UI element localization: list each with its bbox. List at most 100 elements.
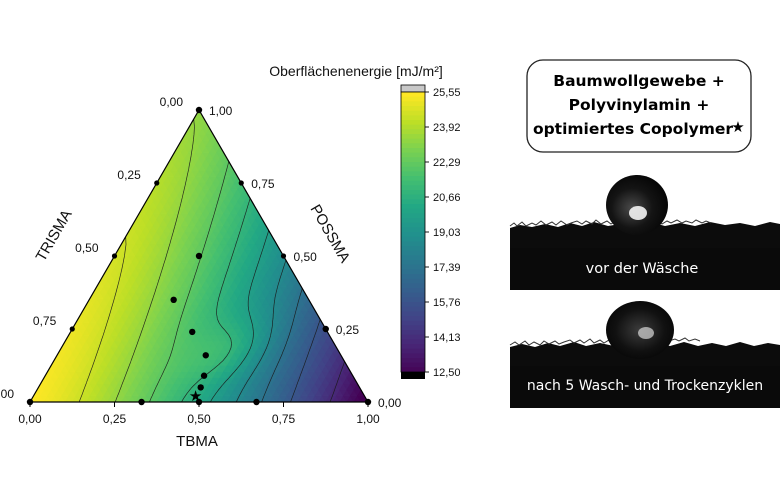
design-point (170, 296, 177, 303)
tick-label-tbma: 0,50 (187, 412, 211, 426)
colorbar-segment (401, 339, 425, 345)
photo-caption-before: vor der Wäsche (586, 261, 699, 277)
colorbar-over (400, 84, 426, 93)
ternary-chart: 0,00 0,25 0,50 0,75 1,00 1,00 0,75 0,50 0,25 0,00… (0, 63, 461, 450)
colorbar-segment (401, 208, 425, 214)
colorbar-segment (401, 157, 425, 163)
colorbar-segment (401, 115, 425, 121)
colorbar-tick-label: 17,39 (433, 262, 461, 274)
photo-before-wash: vor der Wäsche (509, 172, 780, 290)
tick-label-trisma: 1,00 (0, 387, 14, 401)
colorbar-segment (401, 241, 425, 247)
contour-lines (78, 119, 345, 402)
colorbar-segment (401, 250, 425, 256)
colorbar-tick-label: 19,03 (433, 227, 461, 239)
colorbar-segment (401, 227, 425, 233)
callout-line-1: Baumwollgewebe + (553, 72, 724, 90)
colorbar-segment (401, 194, 425, 200)
design-point (202, 352, 209, 359)
colorbar-segment (401, 213, 425, 219)
photo-after-wash: nach 5 Wasch- und Trockenzyklen (509, 301, 780, 408)
colorbar-segment (401, 176, 425, 182)
photo-panel: Baumwollgewebe + Polyvinylamin + optimie… (509, 59, 780, 408)
colorbar-segment (401, 269, 425, 275)
tick-mark-possma (238, 180, 244, 186)
tick-mark-trisma (154, 180, 160, 186)
design-point (197, 384, 204, 391)
tick-label-trisma: 0,25 (117, 168, 141, 182)
design-point (195, 398, 203, 406)
tick-label-trisma: 0,50 (75, 241, 99, 255)
colorbar-tick-label: 15,76 (433, 297, 461, 309)
tick-label-trisma: 0,75 (33, 314, 57, 328)
colorbar-segment (401, 358, 425, 364)
tick-label-tbma: 0,00 (18, 412, 42, 426)
design-points: ★ (26, 106, 372, 406)
tick-mark-trisma (69, 326, 75, 332)
photo-caption-after: nach 5 Wasch- und Trockenzyklen (527, 378, 763, 394)
colorbar-segment (401, 255, 425, 261)
colorbar-segment (401, 325, 425, 331)
colorbar-segment (401, 96, 425, 102)
tick-label-possma: 0,75 (251, 177, 275, 191)
contour-field (30, 110, 368, 402)
colorbar-segment (401, 180, 425, 186)
colorbar-segment (401, 110, 425, 116)
colorbar-segment (401, 92, 425, 98)
tick-label-tbma: 0,25 (103, 412, 127, 426)
colorbar-segment (401, 311, 425, 317)
colorbar-segment (401, 344, 425, 350)
ternary-ticks: 0,00 0,25 0,50 0,75 1,00 1,00 0,75 0,50 0,25 0,00… (0, 95, 402, 426)
colorbar-segment (401, 246, 425, 252)
colorbar-segment (401, 330, 425, 336)
colorbar-segment (401, 101, 425, 107)
contour-line (149, 161, 230, 402)
design-point (200, 372, 208, 379)
colorbar-segment (401, 218, 425, 224)
design-point (138, 398, 145, 406)
colorbar-segment (401, 264, 425, 270)
colorbar-segment (401, 171, 425, 177)
tick-mark-possma (280, 253, 287, 259)
colorbar-segment (401, 362, 425, 368)
contour-line (290, 319, 321, 402)
colorbar-tick-label: 14,13 (433, 332, 461, 344)
colorbar-segment (401, 162, 425, 168)
contour-line (78, 236, 127, 402)
colorbar-segment (401, 320, 425, 326)
colorbar-under (401, 372, 425, 379)
colorbar-segment (401, 283, 425, 289)
contour-line (329, 361, 345, 402)
colorbar-segment (401, 148, 425, 154)
colorbar-tick-label: 25,55 (433, 87, 461, 99)
colorbar-segment (401, 316, 425, 322)
colorbar-segment (401, 348, 425, 354)
optimum-star-marker: ★ (189, 387, 202, 405)
colorbar-segment (401, 138, 425, 144)
tick-label-trisma: 0,00 (160, 95, 184, 109)
tick-label-tbma: 1,00 (356, 412, 380, 426)
colorbar-segment (401, 190, 425, 196)
colorbar-segment (401, 134, 425, 140)
colorbar-title-text: Oberflächenenergie [mJ/m²] (269, 63, 443, 79)
colorbar-segment (401, 288, 425, 294)
tick-label-possma: 0,00 (378, 396, 402, 410)
contour-line (114, 119, 195, 402)
colorbar-segment (401, 236, 425, 242)
colorbar-segment (401, 204, 425, 210)
colorbar-segment (401, 334, 425, 340)
colorbar-segment (401, 106, 425, 112)
design-point (195, 252, 203, 260)
design-point (364, 398, 372, 406)
colorbar-segment (401, 353, 425, 359)
colorbar-segment (401, 278, 425, 284)
axis-label-trisma: TRISMA (33, 207, 76, 265)
colorbar-tick-label: 22,29 (433, 157, 461, 169)
colorbar-tick-label: 12,50 (433, 367, 461, 379)
contour-line (235, 260, 287, 402)
colorbar: 25,55 23,92 22,29 20,66 19,03 17,39 15,76 14,13… (400, 84, 461, 379)
design-point (195, 106, 203, 114)
design-point (26, 398, 34, 406)
colorbar-segment (401, 143, 425, 149)
colorbar-segment (401, 120, 425, 126)
